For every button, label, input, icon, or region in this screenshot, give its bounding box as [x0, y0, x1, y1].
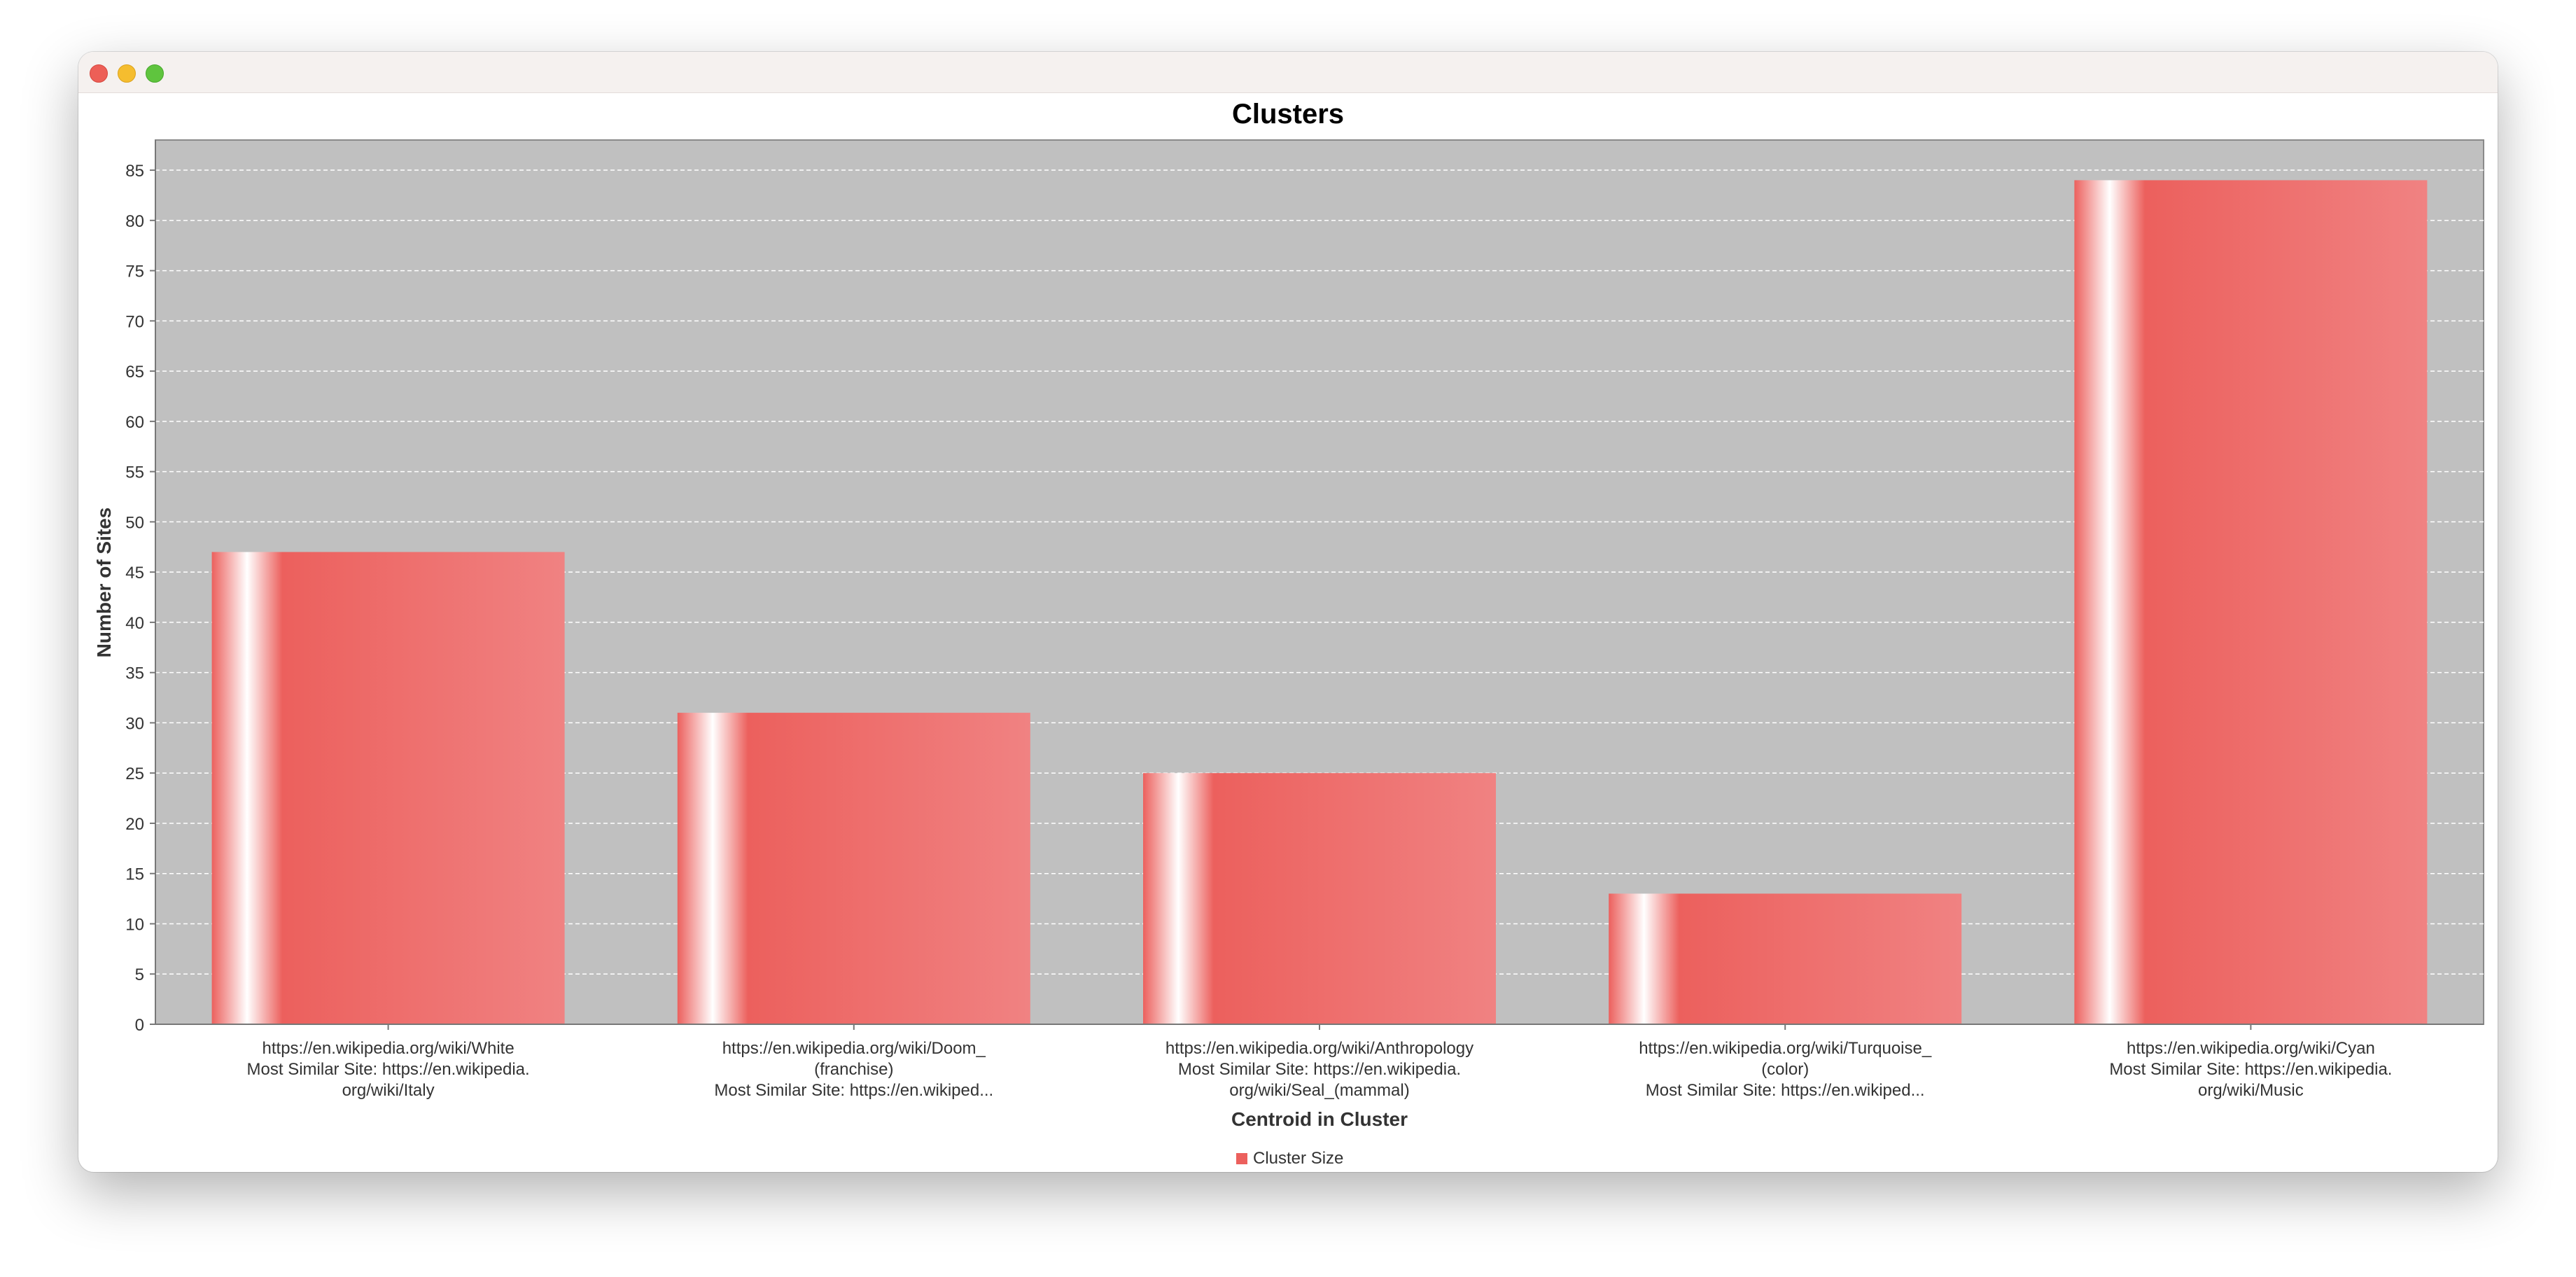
close-window-button[interactable] — [90, 64, 108, 83]
minimize-window-button[interactable] — [118, 64, 136, 83]
x-tick-label: https://en.wikipedia.org/wiki/White — [262, 1039, 514, 1058]
y-tick-label: 70 — [125, 312, 144, 331]
x-tick-label: https://en.wikipedia.org/wiki/Turquoise_ — [1639, 1039, 1932, 1058]
x-tick-label: org/wiki/Music — [2198, 1081, 2304, 1100]
legend-label-cluster-size: Cluster Size — [1253, 1149, 1343, 1168]
legend: Cluster Size — [1236, 1149, 1343, 1168]
x-tick-label: Most Similar Site: https://en.wikiped... — [714, 1081, 993, 1100]
x-tick-label: org/wiki/Italy — [342, 1081, 435, 1100]
bar-cluster-1[interactable] — [211, 552, 565, 1024]
x-tick-label: https://en.wikipedia.org/wiki/Cyan — [2127, 1039, 2375, 1058]
x-tick-label: https://en.wikipedia.org/wiki/Anthropolo… — [1166, 1039, 1474, 1058]
y-axis-label: Number of Sites — [93, 508, 115, 658]
x-tick-label: Most Similar Site: https://en.wikiped... — [1646, 1081, 1925, 1100]
x-tick-label: org/wiki/Seal_(mammal) — [1229, 1081, 1409, 1100]
zoom-window-button[interactable] — [146, 64, 164, 83]
bar-cluster-4[interactable] — [1609, 893, 1962, 1024]
bars — [211, 180, 2428, 1025]
y-tick-label: 80 — [125, 212, 144, 231]
y-tick-label: 0 — [135, 1016, 144, 1035]
y-tick-label: 15 — [125, 865, 144, 884]
y-tick-label: 45 — [125, 564, 144, 582]
y-tick-label: 5 — [135, 965, 144, 984]
chart-title: Clusters — [1232, 99, 1344, 130]
legend-swatch — [1236, 1153, 1247, 1164]
y-tick-label: 65 — [125, 363, 144, 382]
y-tick-label: 40 — [125, 614, 144, 633]
y-axis-ticks: 0 5 10 15 20 25 30 35 40 45 50 55 60 65 70 75 80 85 — [125, 162, 155, 1035]
x-tick-label: Most Similar Site: https://en.wikipedia. — [2109, 1060, 2392, 1079]
y-tick-label: 55 — [125, 463, 144, 482]
x-tick-label: https://en.wikipedia.org/wiki/Doom_ — [722, 1039, 986, 1058]
bar-cluster-3[interactable] — [1143, 773, 1496, 1024]
x-axis-label: Centroid in Cluster — [1231, 1108, 1408, 1130]
y-tick-label: 35 — [125, 664, 144, 683]
x-axis-ticks: https://en.wikipedia.org/wiki/White Most … — [247, 1024, 2392, 1100]
y-tick-label: 85 — [125, 162, 144, 181]
x-tick-label: (franchise) — [814, 1060, 893, 1079]
window-titlebar — [78, 52, 2498, 93]
x-tick-label: Most Similar Site: https://en.wikipedia. — [1178, 1060, 1461, 1079]
bar-cluster-5[interactable] — [2074, 180, 2428, 1025]
x-tick-label: Most Similar Site: https://en.wikipedia. — [247, 1060, 530, 1079]
x-tick-label: (color) — [1761, 1060, 1809, 1079]
y-tick-label: 25 — [125, 765, 144, 783]
y-tick-label: 50 — [125, 513, 144, 532]
y-tick-label: 10 — [125, 915, 144, 934]
chart-window: Clusters 0 5 10 15 20 25 30 35 40 45 50 55 60 65 70 75 8… — [78, 52, 2498, 1172]
y-tick-label: 20 — [125, 815, 144, 834]
bar-chart: Clusters 0 5 10 15 20 25 30 35 40 45 50 55 60 65 70 75 8… — [93, 99, 2484, 1168]
bar-cluster-2[interactable] — [677, 713, 1030, 1024]
y-tick-label: 60 — [125, 413, 144, 432]
y-tick-label: 30 — [125, 714, 144, 733]
y-tick-label: 75 — [125, 263, 144, 281]
